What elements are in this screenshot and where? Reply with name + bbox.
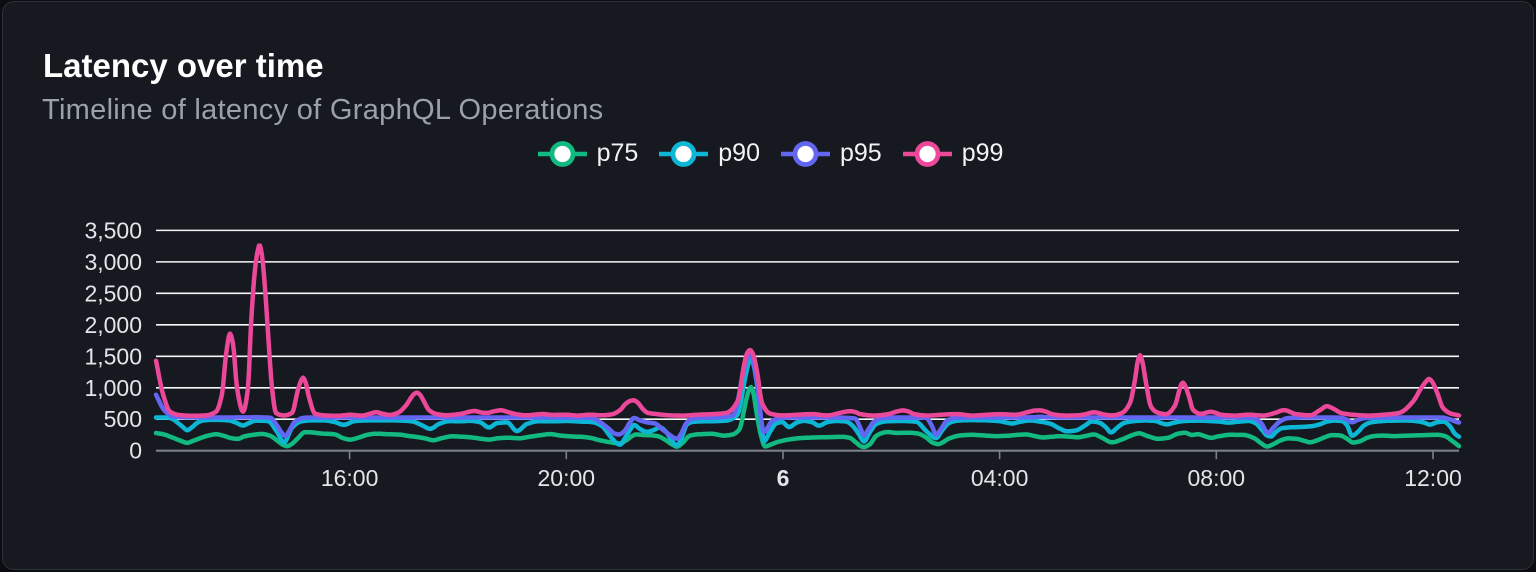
svg-text:08:00: 08:00 [1188,465,1246,491]
svg-text:6: 6 [777,465,790,491]
svg-text:12:00: 12:00 [1404,465,1462,491]
svg-text:20:00: 20:00 [538,465,596,491]
svg-text:0: 0 [129,438,142,464]
svg-text:2,500: 2,500 [84,280,142,306]
svg-text:3,500: 3,500 [84,217,142,243]
svg-text:1,000: 1,000 [84,375,142,401]
svg-text:04:00: 04:00 [971,465,1029,491]
svg-text:500: 500 [104,406,142,432]
svg-text:3,000: 3,000 [84,249,142,275]
svg-text:1,500: 1,500 [84,343,142,369]
svg-text:16:00: 16:00 [321,465,379,491]
svg-text:2,000: 2,000 [84,312,142,338]
